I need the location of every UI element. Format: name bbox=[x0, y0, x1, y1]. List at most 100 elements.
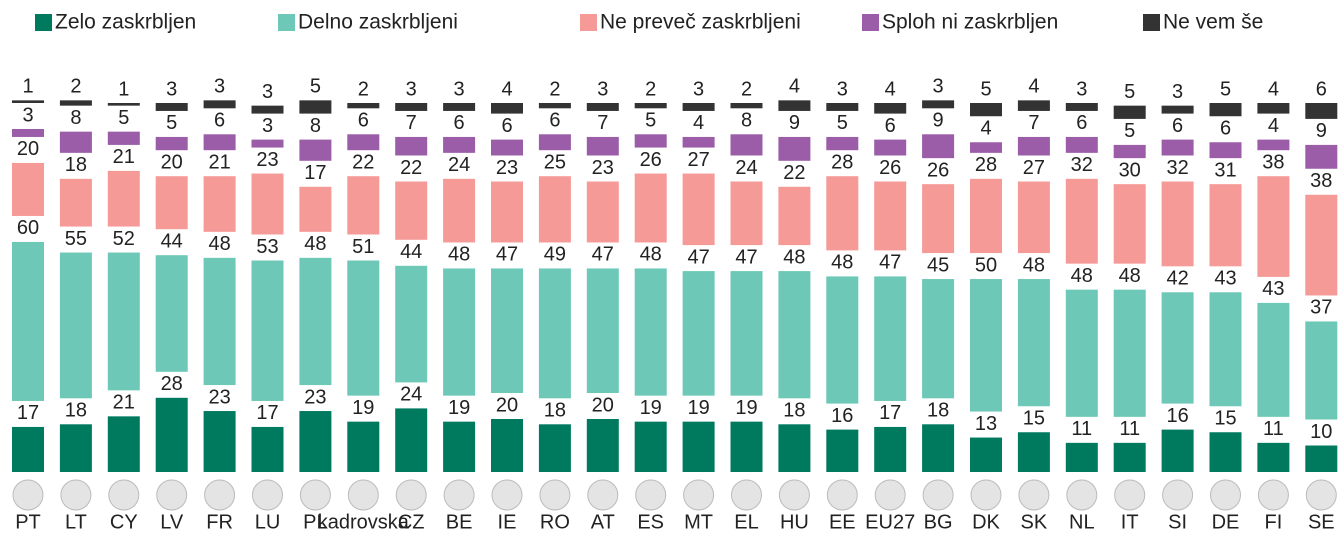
bar-segment bbox=[1257, 442, 1290, 472]
bar-segment bbox=[443, 136, 476, 153]
bar-segment bbox=[634, 268, 667, 396]
data-label: 48 bbox=[304, 233, 326, 255]
bar-segment bbox=[59, 100, 92, 106]
data-label: 9 bbox=[789, 112, 800, 134]
bar-segment bbox=[299, 100, 332, 114]
bar-segment bbox=[107, 103, 140, 106]
data-label: 17 bbox=[256, 402, 278, 424]
data-label: 28 bbox=[831, 151, 853, 173]
bar-segment bbox=[203, 176, 236, 232]
flag bbox=[156, 479, 188, 511]
data-label: 48 bbox=[1023, 254, 1045, 276]
bar-segment bbox=[970, 437, 1002, 472]
bar-segment bbox=[538, 424, 571, 472]
data-label: 28 bbox=[975, 154, 997, 176]
bar-segment bbox=[1305, 194, 1338, 296]
bar-segment bbox=[970, 279, 1002, 412]
bar-segment bbox=[826, 429, 859, 472]
bar-segment bbox=[491, 103, 523, 114]
x-tick-label: SE bbox=[1308, 511, 1335, 533]
bar-segment bbox=[922, 424, 955, 472]
flag bbox=[1257, 479, 1289, 511]
data-label: 7 bbox=[406, 112, 417, 134]
data-label: 5 bbox=[1124, 120, 1135, 142]
data-label: 44 bbox=[161, 230, 183, 252]
bar-segment bbox=[1257, 176, 1290, 277]
bar-segment bbox=[491, 419, 523, 472]
data-label: 52 bbox=[113, 228, 135, 250]
data-label: 38 bbox=[1310, 170, 1332, 192]
data-label: 24 bbox=[735, 157, 757, 179]
data-label: 6 bbox=[549, 110, 560, 132]
flag bbox=[874, 479, 906, 511]
data-label: 19 bbox=[735, 397, 757, 419]
data-label: 1 bbox=[118, 78, 129, 100]
data-label: 22 bbox=[783, 162, 805, 184]
data-label: 28 bbox=[161, 373, 183, 395]
bar-segment bbox=[922, 279, 955, 399]
bar-segment bbox=[107, 416, 140, 472]
bar-segment bbox=[730, 134, 763, 156]
flag bbox=[347, 479, 379, 511]
bar-segment bbox=[874, 276, 907, 401]
data-label: 47 bbox=[879, 252, 901, 274]
data-label: 48 bbox=[1119, 265, 1141, 287]
data-label: 7 bbox=[597, 112, 608, 134]
x-tick-label: MT bbox=[684, 511, 713, 533]
bar-segment bbox=[59, 178, 92, 227]
flag bbox=[1114, 479, 1146, 511]
data-label: 5 bbox=[980, 78, 991, 100]
bar-segment bbox=[491, 181, 523, 243]
bar-segment bbox=[155, 397, 188, 472]
bar-segment bbox=[12, 129, 44, 137]
bar-segment bbox=[12, 426, 44, 472]
bar-segment bbox=[1017, 100, 1050, 111]
bar-segment bbox=[299, 411, 332, 472]
data-label: 5 bbox=[1220, 78, 1231, 100]
flag bbox=[826, 479, 858, 511]
data-label: 5 bbox=[837, 112, 848, 134]
data-label: 11 bbox=[1119, 418, 1140, 440]
bar-segment bbox=[1017, 181, 1050, 254]
data-label: 15 bbox=[1023, 408, 1045, 430]
bar-segment bbox=[682, 173, 715, 246]
data-label: 2 bbox=[70, 76, 81, 98]
data-label: 17 bbox=[17, 402, 39, 424]
bar-segment bbox=[347, 260, 380, 396]
x-tick-label: DK bbox=[972, 511, 1000, 533]
data-label: 47 bbox=[496, 244, 518, 266]
bar-segment bbox=[347, 176, 380, 235]
x-tick-label: NL bbox=[1069, 511, 1095, 533]
legend-label: Ne preveč zaskrbljeni bbox=[600, 11, 801, 34]
data-label: 55 bbox=[65, 228, 87, 250]
bar-segment bbox=[59, 252, 92, 399]
bar-segment bbox=[251, 139, 284, 148]
bar-segment bbox=[107, 170, 140, 227]
bar-segment bbox=[1209, 432, 1242, 472]
data-label: 11 bbox=[1071, 418, 1092, 440]
bar-segment bbox=[874, 103, 907, 114]
data-label: 3 bbox=[1172, 81, 1183, 103]
legend-label: Zelo zaskrbljen bbox=[55, 11, 196, 34]
data-label: 1 bbox=[22, 76, 33, 98]
bar-segment bbox=[443, 178, 476, 243]
flag bbox=[683, 479, 715, 511]
bar-segment bbox=[1305, 144, 1338, 169]
data-label: 32 bbox=[1166, 157, 1188, 179]
bar-segment bbox=[1065, 289, 1098, 417]
bar-segment bbox=[1017, 136, 1050, 156]
bar-segment bbox=[970, 142, 1002, 153]
data-label: 53 bbox=[256, 236, 278, 258]
bar-segment bbox=[299, 186, 332, 232]
flag bbox=[1305, 479, 1337, 511]
bar-segment bbox=[538, 268, 571, 399]
bar-segment bbox=[155, 255, 188, 372]
data-label: 19 bbox=[640, 397, 662, 419]
bar-segment bbox=[922, 134, 955, 159]
data-label: 10 bbox=[1310, 421, 1332, 443]
x-tick-label: ES bbox=[637, 511, 664, 533]
data-label: 11 bbox=[1263, 418, 1284, 440]
x-tick-label: LV bbox=[160, 511, 184, 533]
flag bbox=[778, 479, 810, 511]
